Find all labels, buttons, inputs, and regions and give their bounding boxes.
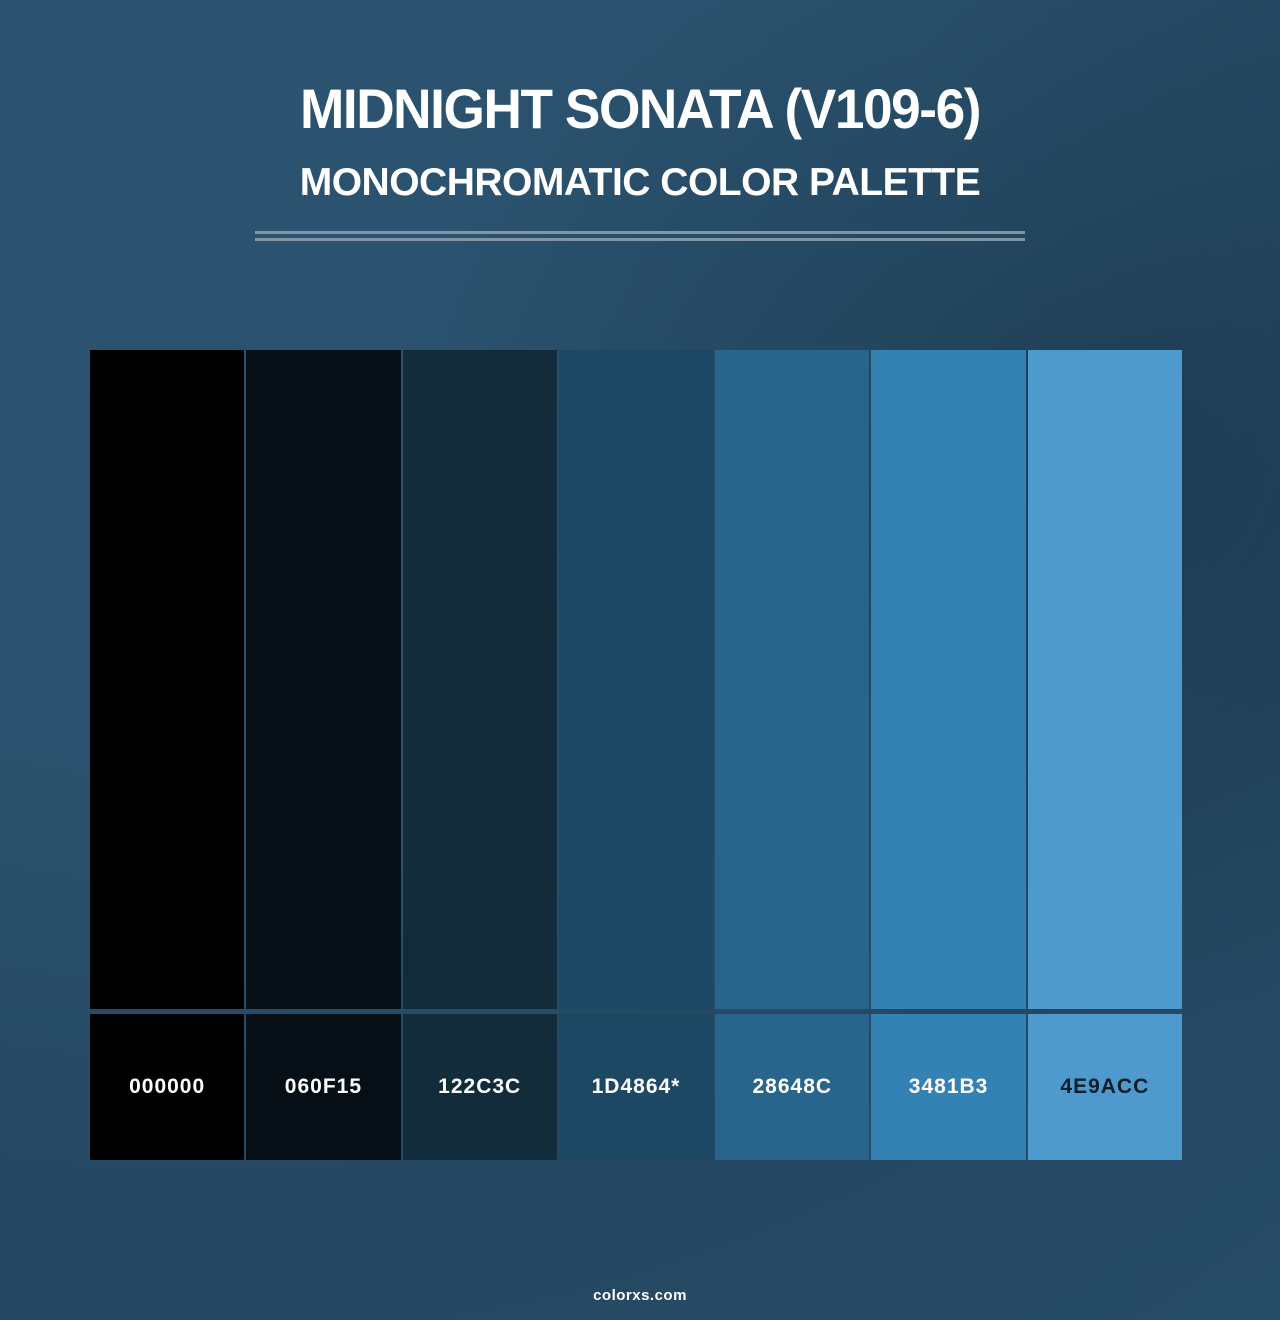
swatch-column: 000000	[90, 350, 245, 1160]
hex-label-cell: 122C3C	[402, 1014, 557, 1160]
hex-label-cell: 3481B3	[871, 1014, 1026, 1160]
color-swatch	[402, 350, 557, 1009]
hex-code-label: 000000	[129, 1075, 206, 1098]
hex-code-label: 3481B3	[908, 1075, 989, 1098]
page-subtitle: MONOCHROMATIC COLOR PALETTE	[299, 160, 981, 204]
color-swatch	[715, 350, 870, 1009]
hex-label-cell: 4E9ACC	[1027, 1014, 1182, 1160]
header: MIDNIGHT SONATA (V109-6) MONOCHROMATIC C…	[0, 0, 1280, 242]
swatch-column: 4E9ACC	[1027, 350, 1182, 1160]
swatch-column: 28648C	[715, 350, 870, 1160]
hex-label-cell: 1D4864*	[558, 1014, 714, 1160]
page-title: MIDNIGHT SONATA (V109-6)	[299, 77, 982, 140]
footer-watermark: colorxs.com	[593, 1287, 687, 1304]
hex-code-label: 060F15	[284, 1075, 363, 1098]
hex-code-label: 122C3C	[438, 1075, 522, 1098]
hex-label-cell: 28648C	[715, 1014, 870, 1160]
palette-grid: 000000 060F15 122C3C 1D4864* 28648C 3481…	[90, 350, 1182, 1160]
hex-code-label: 4E9ACC	[1060, 1075, 1150, 1098]
hex-label-cell: 060F15	[246, 1014, 401, 1160]
hex-code-label: 1D4864*	[591, 1075, 681, 1098]
color-swatch	[558, 350, 714, 1009]
color-swatch	[246, 350, 401, 1009]
color-swatch	[1027, 350, 1182, 1009]
swatch-column: 060F15	[246, 350, 401, 1160]
title-divider	[255, 231, 1025, 242]
swatch-column: 1D4864*	[558, 350, 714, 1160]
hex-code-label: 28648C	[752, 1075, 833, 1098]
color-swatch	[90, 350, 245, 1009]
color-swatch	[871, 350, 1026, 1009]
swatch-column: 3481B3	[871, 350, 1026, 1160]
hex-label-cell: 000000	[90, 1014, 245, 1160]
swatch-column: 122C3C	[402, 350, 557, 1160]
